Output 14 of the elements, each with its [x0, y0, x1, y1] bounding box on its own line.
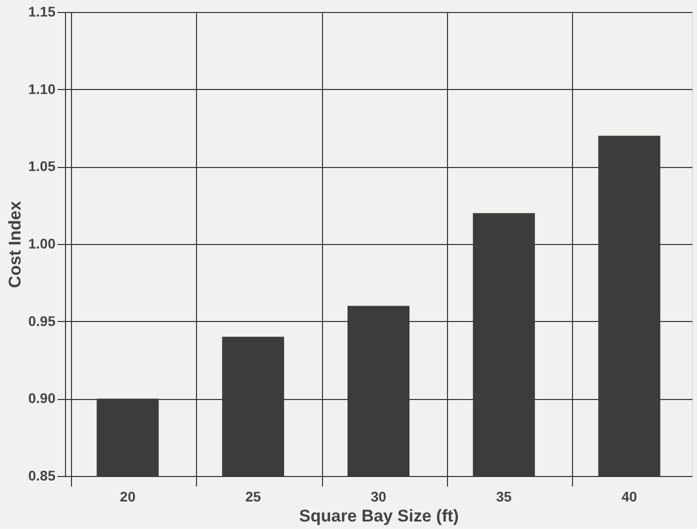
y-tick-label: 1.10	[28, 80, 56, 97]
x-tick-label: 30	[370, 488, 386, 504]
x-tick-label: 40	[622, 488, 638, 504]
x-tick-label: 20	[120, 488, 136, 504]
y-tick-label: 0.85	[28, 468, 56, 484]
y-tick-label: 0.95	[28, 312, 56, 329]
x-tick-label: 25	[245, 488, 262, 504]
x-tick-label: 35	[496, 488, 512, 504]
y-axis-title: Cost Index	[5, 200, 24, 288]
y-tick-label: 0.90	[28, 390, 56, 406]
y-tick-label: 1.05	[28, 158, 56, 174]
y-tick-label: 1.00	[28, 236, 56, 252]
y-tick-label: 1.15	[28, 4, 56, 20]
x-axis-title: Square Bay Size (ft)	[299, 506, 459, 526]
